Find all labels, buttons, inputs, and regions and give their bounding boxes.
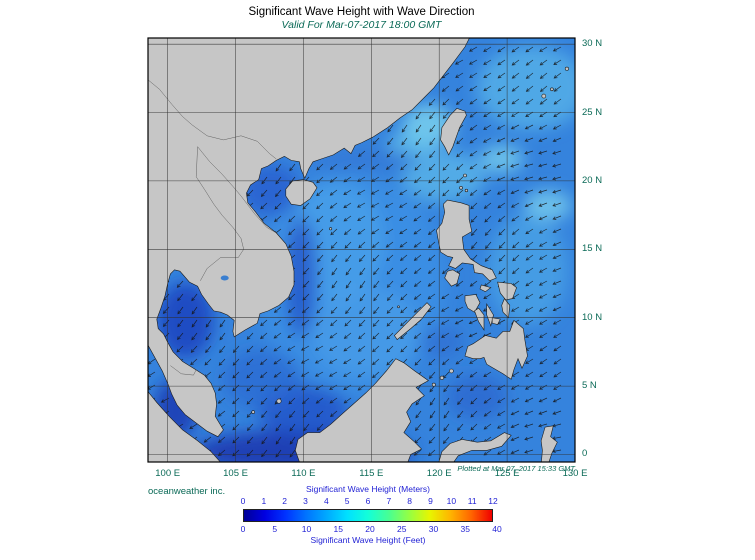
lon-tick-label: 105 E	[223, 468, 248, 479]
feet-tick: 40	[492, 524, 502, 534]
lat-tick-label: 25 N	[582, 106, 603, 118]
lat-tick-label: 30 N	[582, 38, 603, 50]
lat-tick-label: 20 N	[582, 174, 603, 186]
meters-tick: 0	[240, 496, 246, 506]
meters-tick: 10	[446, 496, 457, 506]
feet-tick: 20	[365, 524, 375, 534]
lon-tick-label: 120 E	[426, 468, 452, 479]
chart-subtitle: Valid For Mar-07-2017 18:00 GMT	[281, 19, 442, 31]
feet-tick: 25	[397, 524, 407, 534]
feet-tick: 5	[272, 524, 278, 534]
meters-tick: 2	[282, 496, 288, 506]
meters-tick: 3	[303, 496, 308, 506]
legend-feet-ticks: 0 5 10 15 20 25 30 35 40	[240, 524, 502, 534]
meters-tick: 8	[407, 496, 413, 506]
land-layer	[148, 38, 569, 462]
map-frame	[147, 37, 576, 463]
plotted-timestamp: Plotted at Mar 07, 2017 15:33 GMT	[457, 464, 575, 473]
meters-tick: 11	[467, 496, 477, 506]
lon-tick-label: 115 E	[359, 468, 384, 479]
lake-tonle-sap	[220, 275, 229, 281]
feet-tick: 15	[333, 524, 343, 534]
legend-meters-label: Significant Wave Height (Meters)	[306, 484, 430, 494]
meters-tick: 7	[386, 496, 392, 506]
legend-meters-ticks: 0 1 2 3 4 5 6 7 8 9 10 11 12	[240, 496, 498, 506]
chart-title: Significant Wave Height with Wave Direct…	[248, 6, 475, 18]
feet-tick: 10	[301, 524, 312, 534]
lat-tick-label: 5 N	[582, 380, 597, 392]
meters-tick: 9	[428, 496, 433, 506]
meters-tick: 1	[261, 496, 267, 506]
feet-tick: 30	[428, 524, 439, 534]
legend-colorbar	[243, 509, 493, 522]
feet-tick: 35	[460, 524, 470, 534]
lon-tick-label: 110 E	[291, 468, 316, 479]
lon-tick-label: 130 E	[562, 468, 588, 479]
legend-feet-label: Significant Wave Height (Feet)	[310, 535, 426, 545]
lon-tick-label: 100 E	[155, 468, 181, 479]
meters-tick: 12	[488, 496, 498, 506]
meters-tick: 5	[344, 496, 350, 506]
credit-text: oceanweather inc.	[148, 486, 226, 497]
grid-layer	[148, 38, 575, 462]
lat-tick-label: 15 N	[582, 243, 603, 255]
meters-tick: 4	[323, 496, 329, 506]
meters-tick: 6	[365, 496, 371, 506]
lon-tick-label: 125 E	[494, 468, 520, 479]
lat-tick-label: 0	[582, 448, 588, 460]
feet-tick: 0	[240, 524, 246, 534]
country-borders-layer	[148, 79, 277, 376]
lat-tick-label: 10 N	[582, 311, 603, 323]
